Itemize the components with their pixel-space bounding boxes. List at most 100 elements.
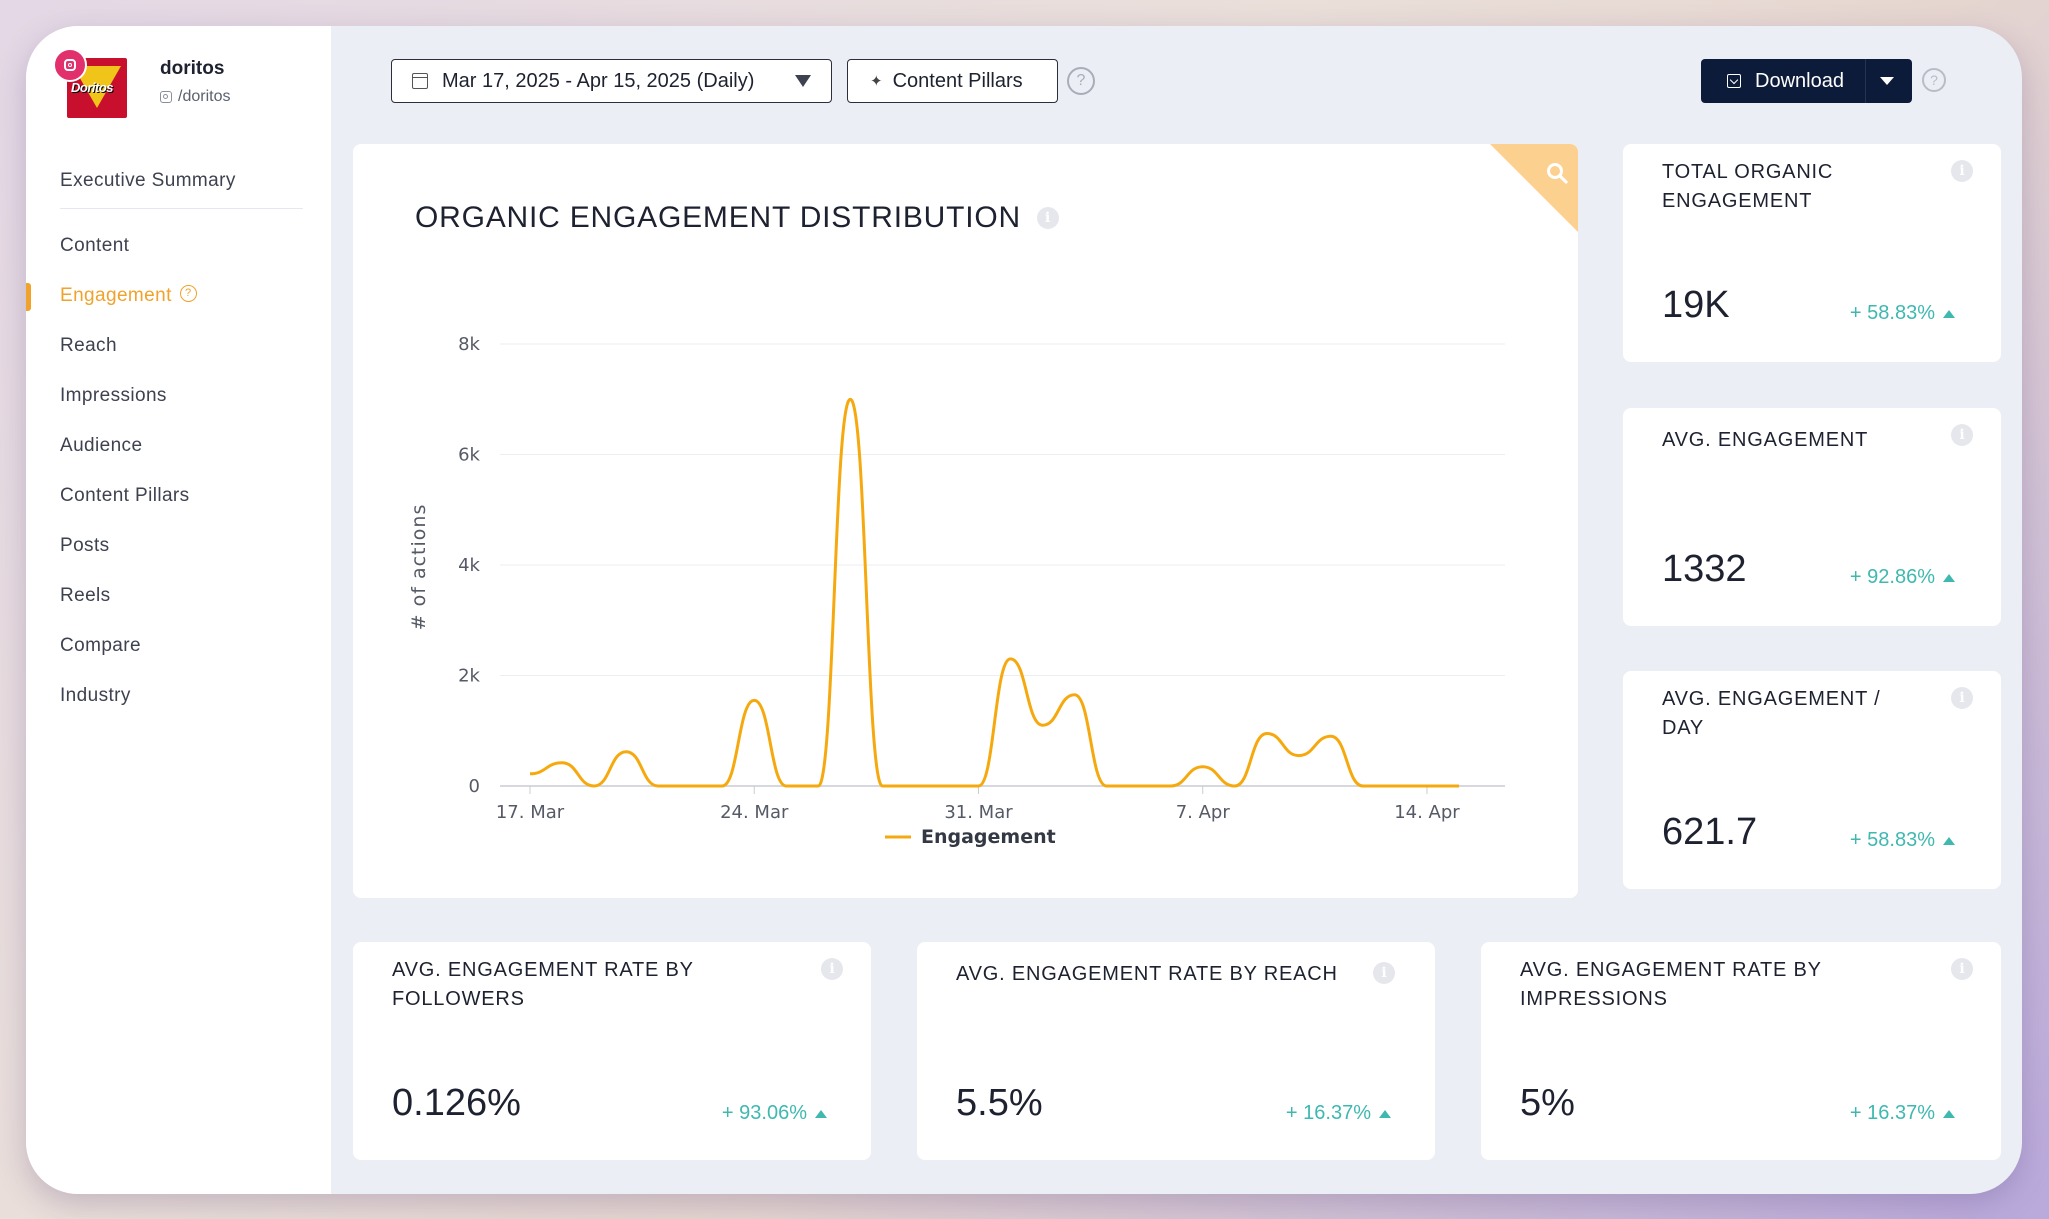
stat-card-rate-by-reach: AVG. ENGAGEMENT RATE BY REACH i 5.5% + 1… xyxy=(917,942,1435,1160)
app-window: Doritos doritos /doritos Executive Summa… xyxy=(26,26,2022,1194)
stat-change: + 58.83% xyxy=(1850,829,1955,852)
stat-value: 621.7 xyxy=(1662,811,1758,853)
stat-change: + 58.83% xyxy=(1850,302,1955,325)
stat-change-text: + 58.83% xyxy=(1849,829,1935,851)
engagement-series-line xyxy=(529,397,1459,788)
stat-title: AVG. ENGAGEMENT xyxy=(1662,429,1869,451)
zoom-corner[interactable] xyxy=(1490,144,1578,232)
stat-value: 5% xyxy=(1520,1082,1575,1124)
stat-change-text: + 16.37% xyxy=(1285,1102,1371,1124)
stat-title: TOTAL ORGANIC ENGAGEMENT xyxy=(1662,161,1834,212)
sidebar-item-label: Reels xyxy=(60,585,111,606)
stat-value: 5.5% xyxy=(956,1082,1043,1124)
download-button[interactable]: Download xyxy=(1701,59,1912,103)
stat-title: AVG. ENGAGEMENT RATE BY REACH xyxy=(956,963,1338,985)
stat-card-avg-engagement: AVG. ENGAGEMENT i 1332 + 92.86% xyxy=(1623,408,2001,626)
x-tick-label: 17. Mar xyxy=(496,802,565,823)
sidebar-item-label: Posts xyxy=(60,535,110,556)
sidebar-item-industry[interactable]: Industry xyxy=(26,671,331,721)
info-icon[interactable]: i xyxy=(1036,207,1059,229)
sidebar-item-label: Industry xyxy=(60,685,131,706)
brand-handle: /doritos xyxy=(160,88,230,106)
arrow-up-icon xyxy=(1379,1109,1391,1118)
stat-value: 19K xyxy=(1662,284,1730,326)
arrow-up-icon xyxy=(815,1109,827,1118)
stat-change-text: + 92.86% xyxy=(1849,566,1935,588)
y-axis-label: # of actions xyxy=(408,504,430,631)
y-tick-label: 4k xyxy=(458,555,480,576)
stat-card-rate-by-followers: AVG. ENGAGEMENT RATE BY FOLLOWERS i 0.12… xyxy=(353,942,871,1160)
sidebar-item-content-pillars[interactable]: Content Pillars xyxy=(26,471,331,521)
info-icon[interactable]: i xyxy=(1951,424,1973,446)
line-chart: 0 2k 4k 6k 8k 17. Mar 24. Mar 31. Mar 7. Apr 14.… xyxy=(408,334,1505,848)
download-icon xyxy=(1727,74,1741,88)
sidebar-item-label: Engagement xyxy=(60,285,172,306)
info-icon[interactable]: i xyxy=(1373,962,1395,984)
download-caret-icon[interactable] xyxy=(1880,77,1894,85)
stat-change-text: + 58.83% xyxy=(1849,302,1935,324)
x-tick-label: 24. Mar xyxy=(720,802,789,823)
info-icon[interactable]: i xyxy=(1951,687,1973,709)
info-icon[interactable]: i xyxy=(1951,160,1973,182)
chart-title-text: ORGANIC ENGAGEMENT DISTRIBUTION xyxy=(415,201,1021,234)
y-tick-label: 6k xyxy=(458,445,480,466)
arrow-up-icon xyxy=(1943,1109,1955,1118)
sidebar-item-audience[interactable]: Audience xyxy=(26,421,331,471)
stat-card-avg-engagement-per-day: AVG. ENGAGEMENT / DAY i 621.7 + 58.83% xyxy=(1623,671,2001,889)
x-axis-ticks: 17. Mar 24. Mar 31. Mar 7. Apr 14. Apr xyxy=(496,786,1460,823)
arrow-up-icon xyxy=(1943,309,1955,318)
arrow-up-icon xyxy=(1943,836,1955,845)
logo-text: Doritos xyxy=(71,80,114,95)
brand-name: doritos xyxy=(160,58,225,79)
chart-grid xyxy=(500,343,1505,787)
stat-change: + 92.86% xyxy=(1850,566,1955,589)
stat-change: + 93.06% xyxy=(722,1102,827,1125)
brand-header[interactable]: Doritos doritos /doritos xyxy=(53,48,319,144)
y-tick-label: 2k xyxy=(458,666,480,687)
stat-card-total-organic-engagement: TOTAL ORGANIC ENGAGEMENT i 19K + 58.83% xyxy=(1623,144,2001,362)
content-pillars-label: Content Pillars xyxy=(892,69,1023,92)
sidebar-item-impressions[interactable]: Impressions xyxy=(26,371,331,421)
date-range-dropdown[interactable]: Mar 17, 2025 - Apr 15, 2025 (Daily) xyxy=(391,59,832,103)
stat-change-text: + 93.06% xyxy=(721,1102,807,1124)
sidebar-item-label: Content Pillars xyxy=(60,485,190,506)
stat-title: AVG. ENGAGEMENT RATE BY IMPRESSIONS xyxy=(1520,959,1822,1010)
x-tick-label: 31. Mar xyxy=(944,802,1013,823)
sidebar: Doritos doritos /doritos Executive Summa… xyxy=(26,26,331,1194)
download-help-icon[interactable]: ? xyxy=(1922,68,1946,92)
instagram-small-icon xyxy=(160,91,172,103)
sidebar-item-content[interactable]: Content xyxy=(26,221,331,271)
y-tick-label: 0 xyxy=(469,776,480,797)
sidebar-item-compare[interactable]: Compare xyxy=(26,621,331,671)
brand-handle-text: /doritos xyxy=(178,88,231,105)
search-icon[interactable] xyxy=(1546,162,1568,184)
sidebar-item-executive-summary[interactable]: Executive Summary xyxy=(60,156,303,209)
engagement-chart-card: ORGANIC ENGAGEMENT DISTRIBUTION i 0 2k 4k 6… xyxy=(353,144,1578,898)
instagram-icon xyxy=(53,48,87,82)
help-icon[interactable]: ? xyxy=(1067,67,1095,95)
stat-value: 0.126% xyxy=(392,1082,521,1124)
content-pillars-button[interactable]: ✦ Content Pillars xyxy=(847,59,1058,103)
y-tick-label: 8k xyxy=(458,334,480,355)
chart-title: ORGANIC ENGAGEMENT DISTRIBUTION i xyxy=(415,201,1059,235)
caret-down-icon xyxy=(795,75,811,87)
sidebar-item-reels[interactable]: Reels xyxy=(26,571,331,621)
calendar-icon xyxy=(412,73,428,89)
stat-card-rate-by-impressions: AVG. ENGAGEMENT RATE BY IMPRESSIONS i 5%… xyxy=(1481,942,2001,1160)
stat-value: 1332 xyxy=(1662,548,1747,590)
sidebar-item-label: Content xyxy=(60,235,130,256)
info-icon[interactable]: i xyxy=(821,958,843,980)
sidebar-item-reach[interactable]: Reach xyxy=(26,321,331,371)
stat-change: + 16.37% xyxy=(1850,1102,1955,1125)
chart-legend[interactable]: Engagement xyxy=(885,826,1056,848)
x-tick-label: 7. Apr xyxy=(1176,802,1231,823)
help-circle-icon[interactable]: ? xyxy=(179,285,197,303)
sidebar-item-posts[interactable]: Posts xyxy=(26,521,331,571)
sidebar-item-engagement[interactable]: Engagement? xyxy=(26,271,331,321)
info-icon[interactable]: i xyxy=(1951,958,1973,980)
stat-change-text: + 16.37% xyxy=(1849,1102,1935,1124)
sidebar-item-label: Audience xyxy=(60,435,143,456)
sidebar-nav: Executive Summary Content Engagement? Re… xyxy=(26,156,331,721)
download-label: Download xyxy=(1755,69,1844,92)
legend-label: Engagement xyxy=(921,826,1056,848)
